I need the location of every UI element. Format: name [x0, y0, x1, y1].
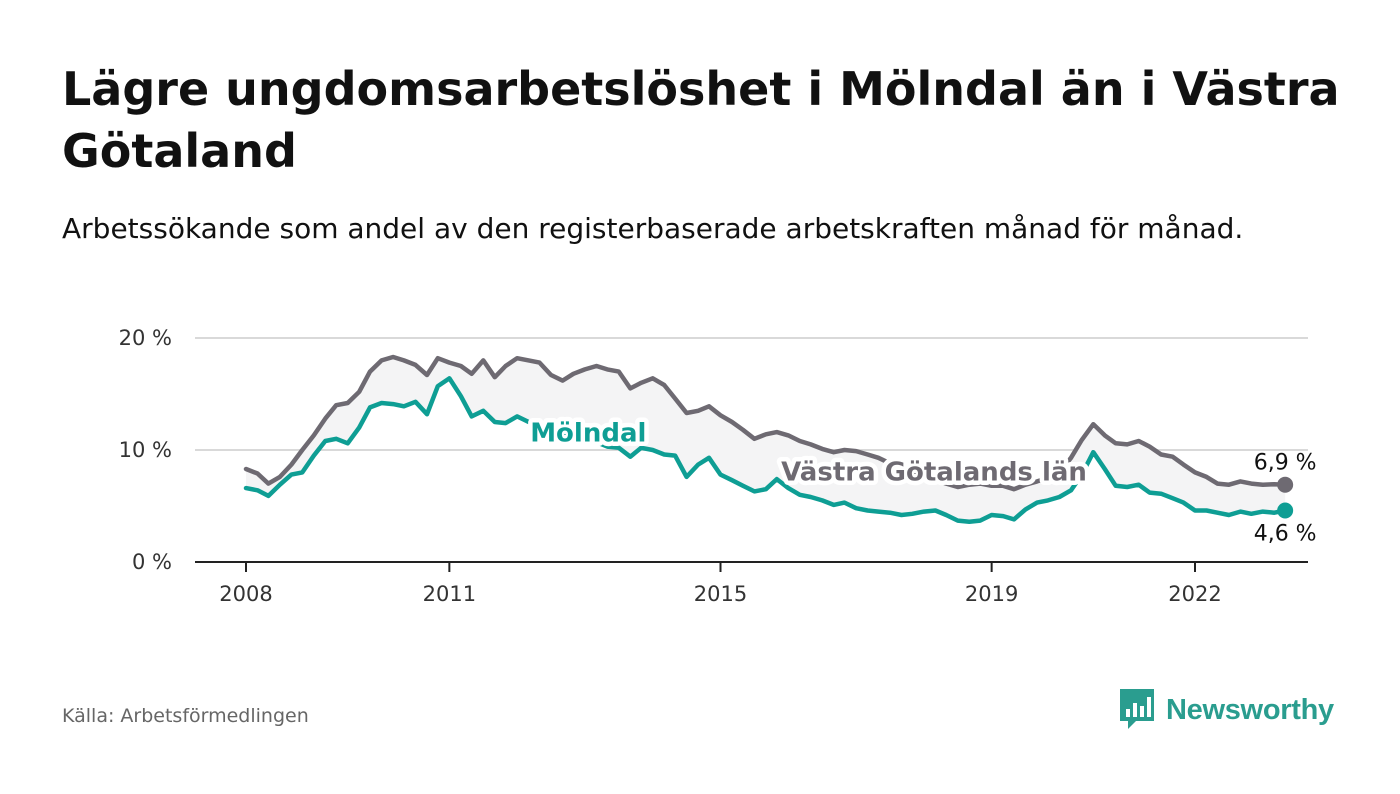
series-line-vastra-gotalands-lan	[243, 354, 1288, 492]
chart-title: Lägre ungdomsarbetslöshet i Mölndal än i…	[62, 62, 1340, 178]
chart-subtitle: Arbetssökande som andel av den registerb…	[62, 212, 1244, 245]
series-label-vastra-gotalands-lan-halo: Västra Götalands län	[781, 457, 1087, 487]
series-line-molndal	[243, 376, 1288, 524]
bar-chart-speech-bubble-icon	[1120, 689, 1154, 729]
brand-name: Newsworthy	[1166, 693, 1334, 726]
x-tick-label: 2015	[694, 582, 747, 606]
y-tick-label: 10 %	[119, 438, 172, 462]
end-marker-molndal	[1277, 502, 1294, 519]
end-label-molndal: 4,6 %	[1254, 521, 1317, 546]
source-note: Källa: Arbetsförmedlingen	[62, 705, 309, 727]
x-tick-label: 2022	[1168, 582, 1221, 606]
series-label-molndal-halo: Mölndal	[530, 419, 646, 449]
series-lines	[243, 354, 1294, 524]
gap-area	[246, 357, 1286, 522]
x-tick-label: 2019	[965, 582, 1018, 606]
x-tick-label: 2011	[423, 582, 476, 606]
newsworthy-logo[interactable]: Newsworthy	[1118, 686, 1334, 734]
y-tick-label: 20 %	[119, 326, 172, 350]
x-tick-label: 2008	[219, 582, 272, 606]
series-label-molndal: Mölndal	[530, 419, 646, 449]
series-label-vastra-gotalands-lan: Västra Götalands län	[781, 457, 1087, 487]
end-marker-vastra-gotalands-lan	[1277, 476, 1294, 493]
y-tick-label: 0 %	[132, 550, 172, 574]
axes: 0 % 10 % 20 % 2008 2011 2015 2019 2022	[119, 326, 1308, 606]
end-label-vastra-gotalands-lan: 6,9 %	[1254, 451, 1317, 476]
